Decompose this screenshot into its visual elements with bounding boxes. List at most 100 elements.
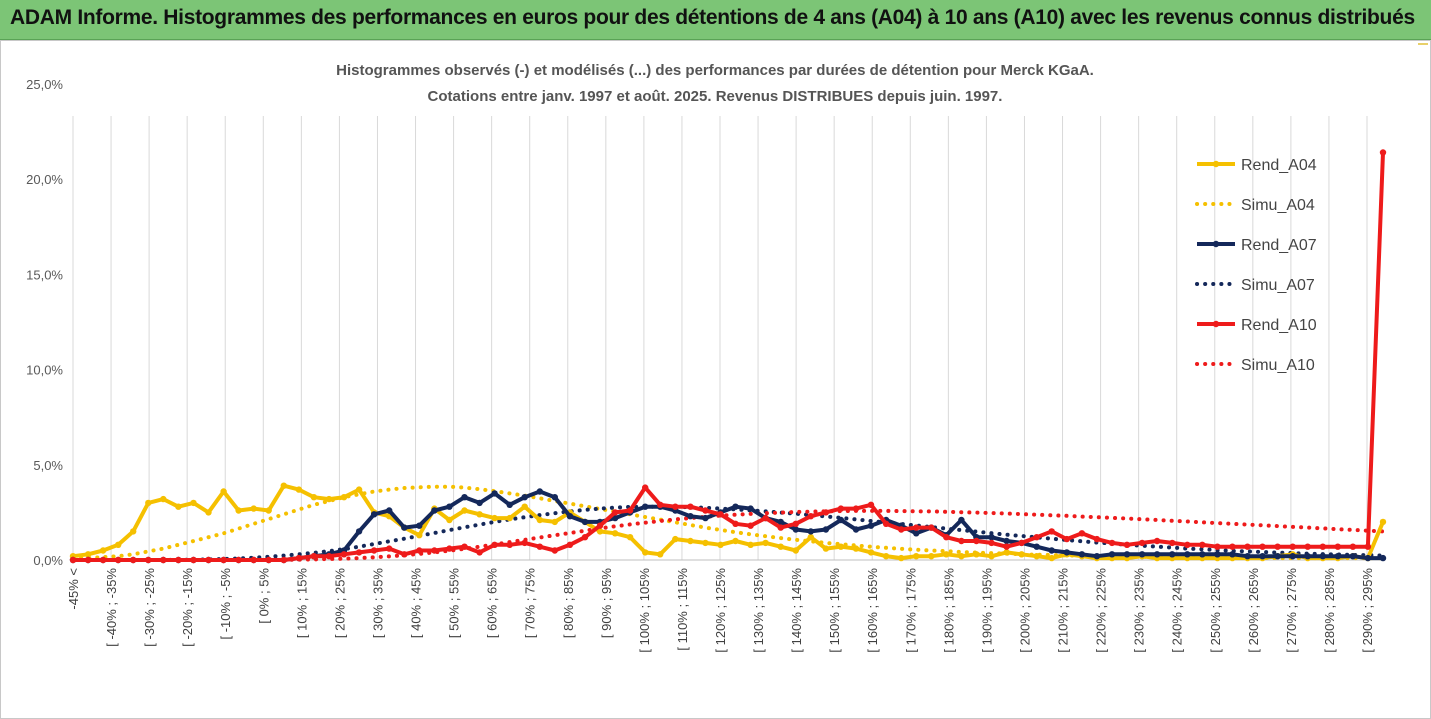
data-point <box>1153 551 1161 558</box>
data-point <box>1199 541 1206 548</box>
data-point <box>837 516 845 524</box>
data-point <box>130 528 137 535</box>
x-tick-label: [ 220% ; 225% <box>1094 568 1109 653</box>
data-point <box>566 541 574 548</box>
x-tick-label: [ 110% ; 115% <box>675 568 690 651</box>
x-tick-label: [ 130% ; 135% <box>751 568 766 653</box>
x-tick-label: [ 210% ; 215% <box>1056 568 1071 653</box>
data-point <box>190 556 197 564</box>
data-point <box>822 526 830 533</box>
x-tick-label: [ 260% ; 265% <box>1246 568 1261 653</box>
data-point <box>867 549 875 556</box>
data-point <box>702 507 709 514</box>
x-tick-label: [ 240% ; 245% <box>1170 568 1185 653</box>
legend-label: Simu_A07 <box>1241 277 1315 294</box>
legend: Rend_A04 Simu_A04 Rend_A07 Simu_A07 Rend_A10… <box>1195 157 1317 374</box>
data-point <box>1153 537 1161 545</box>
chart-area: Histogrammes observés (-) et modélisés (… <box>0 40 1431 719</box>
legend-marker <box>1212 320 1220 328</box>
data-point <box>416 547 423 554</box>
data-point <box>958 516 965 524</box>
data-point <box>792 520 799 527</box>
data-point <box>943 551 950 558</box>
data-point <box>1184 551 1191 558</box>
data-point <box>175 556 182 564</box>
data-point <box>611 514 619 522</box>
data-point <box>205 509 212 516</box>
x-tick-label: [ 60% ; 65% <box>485 568 500 639</box>
data-point <box>626 534 634 541</box>
data-point <box>325 495 333 503</box>
data-point <box>1003 537 1010 545</box>
data-point <box>446 545 453 552</box>
data-point <box>220 556 227 564</box>
data-point <box>1048 554 1055 562</box>
data-point <box>943 534 950 541</box>
data-point <box>747 505 754 512</box>
data-point <box>521 503 528 510</box>
series-line-simu-a07 <box>71 504 1385 562</box>
data-point <box>958 553 965 560</box>
y-tick-label: 15,0% <box>26 267 63 282</box>
data-point <box>521 539 528 547</box>
data-point <box>1349 553 1357 560</box>
data-point <box>642 484 649 491</box>
data-point <box>672 503 679 510</box>
data-point <box>1033 534 1040 541</box>
data-point <box>386 545 393 552</box>
legend-label: Rend_A04 <box>1241 157 1317 174</box>
x-tick-label: [ 170% ; 175% <box>903 568 918 653</box>
x-tick-label: [ 200% ; 205% <box>1017 568 1032 653</box>
data-point <box>175 503 182 510</box>
data-point <box>220 488 227 495</box>
data-point <box>476 511 483 518</box>
data-point <box>596 528 604 535</box>
data-point <box>355 528 363 535</box>
data-point <box>295 554 303 562</box>
data-point <box>762 514 769 522</box>
data-point <box>867 522 875 529</box>
data-point <box>401 524 408 531</box>
data-point <box>370 547 378 554</box>
x-tick-label: [ 290% ; 295% <box>1360 568 1375 653</box>
data-point <box>822 509 830 516</box>
data-point <box>913 530 920 537</box>
data-point <box>160 495 167 503</box>
data-point <box>1123 551 1131 558</box>
data-point <box>1259 553 1266 560</box>
data-point <box>687 513 694 520</box>
data-point <box>1319 553 1327 560</box>
data-point <box>913 553 920 560</box>
data-point <box>1169 539 1176 547</box>
legend-label: Simu_A04 <box>1241 197 1315 214</box>
data-point <box>99 547 107 554</box>
data-point <box>1108 539 1116 547</box>
data-point <box>973 551 980 558</box>
data-point <box>1078 551 1086 558</box>
data-point <box>310 494 318 501</box>
data-point <box>702 514 709 522</box>
data-point <box>566 513 574 520</box>
data-point <box>340 494 348 501</box>
data-point <box>807 534 814 541</box>
data-point <box>882 553 890 560</box>
header-banner: ADAM Informe. Histogrammes des performan… <box>0 0 1431 40</box>
data-point <box>717 541 724 548</box>
data-point <box>205 556 212 564</box>
data-point <box>461 494 468 501</box>
data-point <box>1364 554 1372 562</box>
data-point <box>822 545 830 552</box>
data-point <box>1184 541 1191 548</box>
data-point <box>807 528 814 535</box>
data-point <box>687 537 694 545</box>
data-point <box>1033 543 1040 550</box>
data-point <box>1063 549 1071 556</box>
data-point <box>536 516 543 524</box>
data-point <box>506 514 513 522</box>
data-point <box>1244 553 1251 560</box>
data-point <box>250 505 257 512</box>
data-point <box>882 520 890 527</box>
x-tick-label: [ 90% ; 95% <box>599 568 614 639</box>
data-point <box>1108 551 1116 558</box>
data-point <box>1319 543 1327 550</box>
